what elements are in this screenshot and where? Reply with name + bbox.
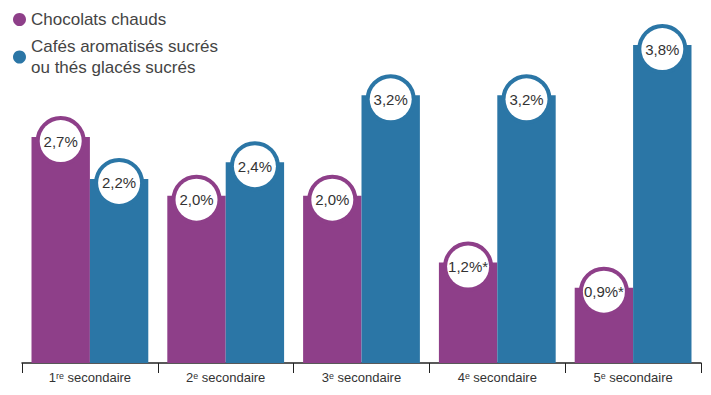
svg-text:2,2%: 2,2%	[102, 174, 136, 191]
svg-text:3,2%: 3,2%	[374, 91, 408, 108]
svg-text:ou thés glacés sucrés: ou thés glacés sucrés	[31, 58, 195, 77]
svg-text:1,2%*: 1,2%*	[448, 258, 488, 275]
svg-text:1ʳᵉ secondaire: 1ʳᵉ secondaire	[49, 370, 131, 385]
svg-text:Chocolats chauds: Chocolats chauds	[31, 10, 166, 29]
svg-text:3,8%: 3,8%	[645, 41, 679, 58]
svg-text:3,2%: 3,2%	[509, 91, 543, 108]
svg-text:4ᵉ secondaire: 4ᵉ secondaire	[458, 370, 537, 385]
svg-text:2,0%: 2,0%	[179, 191, 213, 208]
svg-text:2,4%: 2,4%	[238, 158, 272, 175]
svg-text:2ᵉ secondaire: 2ᵉ secondaire	[186, 370, 265, 385]
svg-text:2,7%: 2,7%	[44, 133, 78, 150]
svg-text:3ᵉ secondaire: 3ᵉ secondaire	[322, 370, 401, 385]
svg-text:5ᵉ secondaire: 5ᵉ secondaire	[593, 370, 672, 385]
svg-text:0,9%*: 0,9%*	[584, 283, 624, 300]
svg-text:2,0%: 2,0%	[315, 191, 349, 208]
svg-text:Cafés aromatisés sucrés: Cafés aromatisés sucrés	[31, 37, 218, 56]
